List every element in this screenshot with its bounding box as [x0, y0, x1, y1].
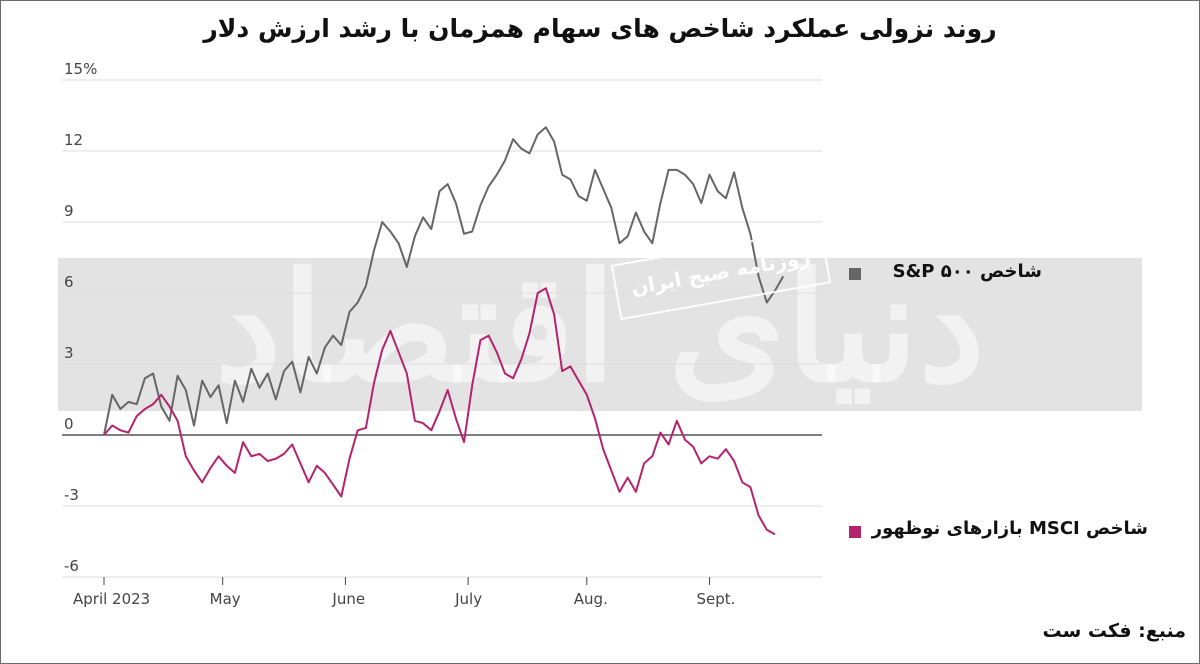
y-tick-label: 3: [64, 344, 74, 362]
watermark-logo: دنیای اقتصاد: [215, 240, 985, 416]
x-tick-label: June: [331, 590, 365, 608]
y-tick-label: 12: [64, 131, 83, 149]
watermark-band: [58, 258, 1142, 411]
legend-swatch-sp500: [849, 268, 861, 280]
x-tick-label: Sept.: [697, 590, 736, 608]
y-tick-label: 0: [64, 415, 74, 433]
legend-label-msci: شاخص MSCI بازارهای نوظهور: [871, 518, 1148, 539]
x-tick-label: Aug.: [574, 590, 608, 608]
y-tick-label: 15%: [64, 60, 97, 78]
source-note: منبع: فکت ست: [1042, 620, 1186, 642]
grid: [62, 79, 822, 578]
x-tick-label: July: [454, 590, 482, 608]
y-tick-label: 9: [64, 202, 74, 220]
chart-title: روند نزولی عملکرد شاخص های سهام همزمان ب…: [203, 14, 997, 43]
series-group: [103, 126, 785, 536]
legend-swatch-msci: [849, 526, 861, 538]
legend-label-sp500: شاخص S&P ۵۰۰: [892, 261, 1042, 282]
x-tick-label: April 2023: [73, 590, 150, 608]
y-tick-label: 6: [64, 273, 74, 291]
axes: 15% 12 9 6 3 0 -3 -6 April 2023 May June July Aug. Se…: [64, 60, 735, 608]
x-tick-label: May: [210, 590, 241, 608]
y-tick-label: -6: [64, 557, 79, 575]
series-line-sp500: [103, 126, 785, 436]
y-tick-label: -3: [64, 486, 79, 504]
series-line-msci: [103, 287, 776, 536]
